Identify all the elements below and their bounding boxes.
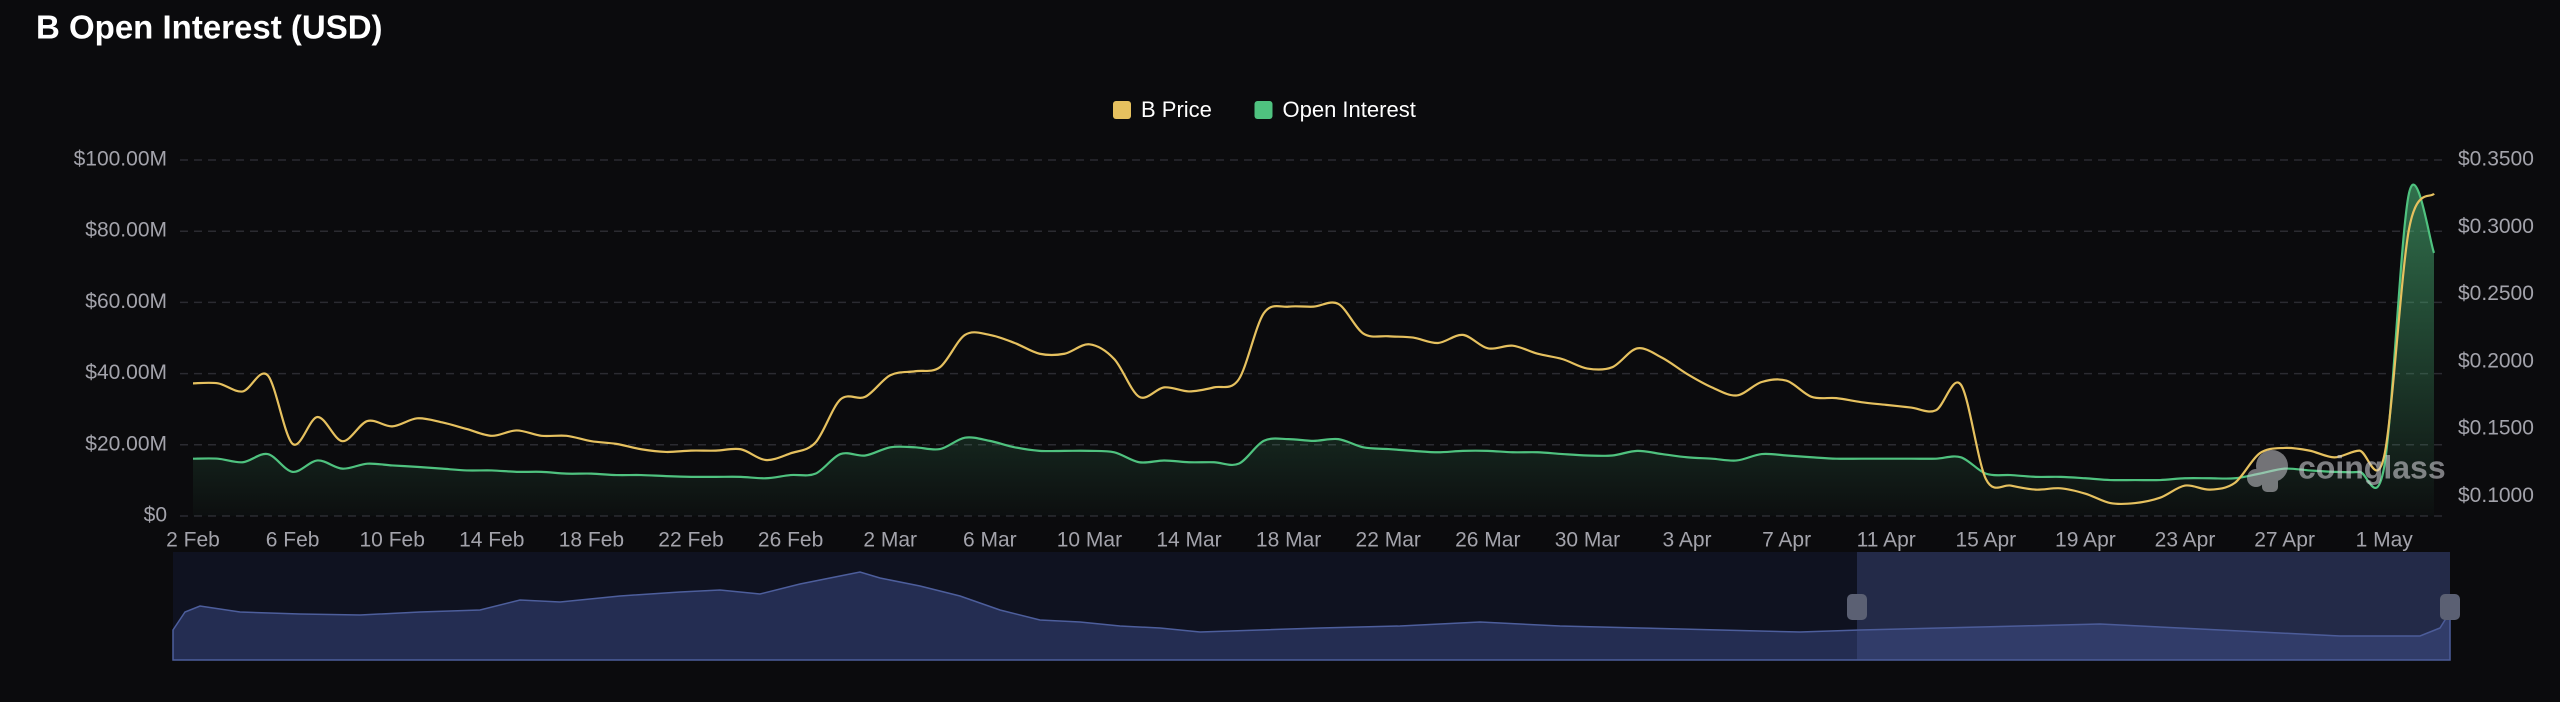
plot	[192, 183, 2436, 517]
legend-label: B Price	[1141, 97, 1212, 122]
x-tick-label: 22 Feb	[658, 529, 723, 552]
navigator-handle-right[interactable]	[2440, 594, 2460, 620]
x-tick-label: 1 May	[2356, 529, 2414, 552]
y-tick-label: $100.00M	[74, 148, 167, 171]
x-tick-label: 15 Apr	[1955, 529, 2016, 552]
x-tick-label: 11 Apr	[1857, 529, 1916, 552]
x-tick-label: 30 Mar	[1555, 529, 1620, 552]
x-tick-label: 10 Mar	[1057, 529, 1122, 552]
x-tick-label: 18 Mar	[1256, 529, 1321, 552]
navigator	[172, 552, 2460, 661]
legend: B Price Open Interest	[1113, 97, 1416, 122]
legend-swatch	[1113, 101, 1131, 119]
y2-tick-label: $0.1500	[2458, 417, 2534, 440]
line	[192, 192, 2435, 506]
x-tick-label: 2 Feb	[166, 529, 220, 552]
x-tick-label: 23 Apr	[2155, 529, 2216, 552]
x-tick-label: 14 Mar	[1156, 529, 1221, 552]
y2-tick-label: $0.3000	[2458, 215, 2534, 238]
watermark-icon	[2247, 450, 2288, 492]
y-tick-label: $0	[144, 504, 167, 527]
x-tick-label: 27 Apr	[2254, 529, 2315, 552]
x-tick-label: 26 Feb	[758, 529, 823, 552]
navigator-brush[interactable]	[1857, 552, 2450, 660]
chart-title: B Open Interest (USD)	[36, 9, 383, 46]
navigator-area	[172, 571, 2451, 661]
legend-swatch	[1254, 101, 1273, 119]
legend-label: Open Interest	[1283, 97, 1416, 122]
x-tick-label: 7 Apr	[1762, 529, 1811, 552]
y-tick-label: $40.00M	[85, 361, 167, 384]
x-tick-label: 22 Mar	[1356, 529, 1421, 552]
y2-tick-label: $0.2000	[2458, 349, 2534, 372]
y-tick-label: $20.00M	[85, 432, 167, 455]
x-tick-label: 6 Feb	[266, 529, 320, 552]
y2-tick-label: $0.1000	[2458, 484, 2534, 507]
x-tick-label: 19 Apr	[2055, 529, 2116, 552]
area	[193, 184, 2434, 517]
y-tick-label: $80.00M	[85, 219, 167, 242]
x-tick-label: 3 Apr	[1662, 529, 1711, 552]
grid: $0 $20.00M $40.00M $60.00M $80.00M $100.00M $0…	[74, 148, 2534, 552]
x-tick-label: 26 Mar	[1455, 529, 1520, 552]
x-tick-label: 18 Feb	[559, 529, 624, 552]
y2-tick-label: $0.2500	[2458, 282, 2534, 305]
y2-tick-label: $0.3500	[2458, 148, 2534, 171]
y-tick-label: $60.00M	[85, 290, 167, 313]
x-tick-label: 2 Mar	[863, 529, 917, 552]
navigator-handle-left[interactable]	[1847, 594, 1867, 620]
watermark: coinglass	[2298, 449, 2446, 485]
x-tick-label: 10 Feb	[360, 529, 425, 552]
x-tick-label: 14 Feb	[459, 529, 524, 552]
line	[192, 183, 2436, 489]
x-tick-label: 6 Mar	[963, 529, 1017, 552]
